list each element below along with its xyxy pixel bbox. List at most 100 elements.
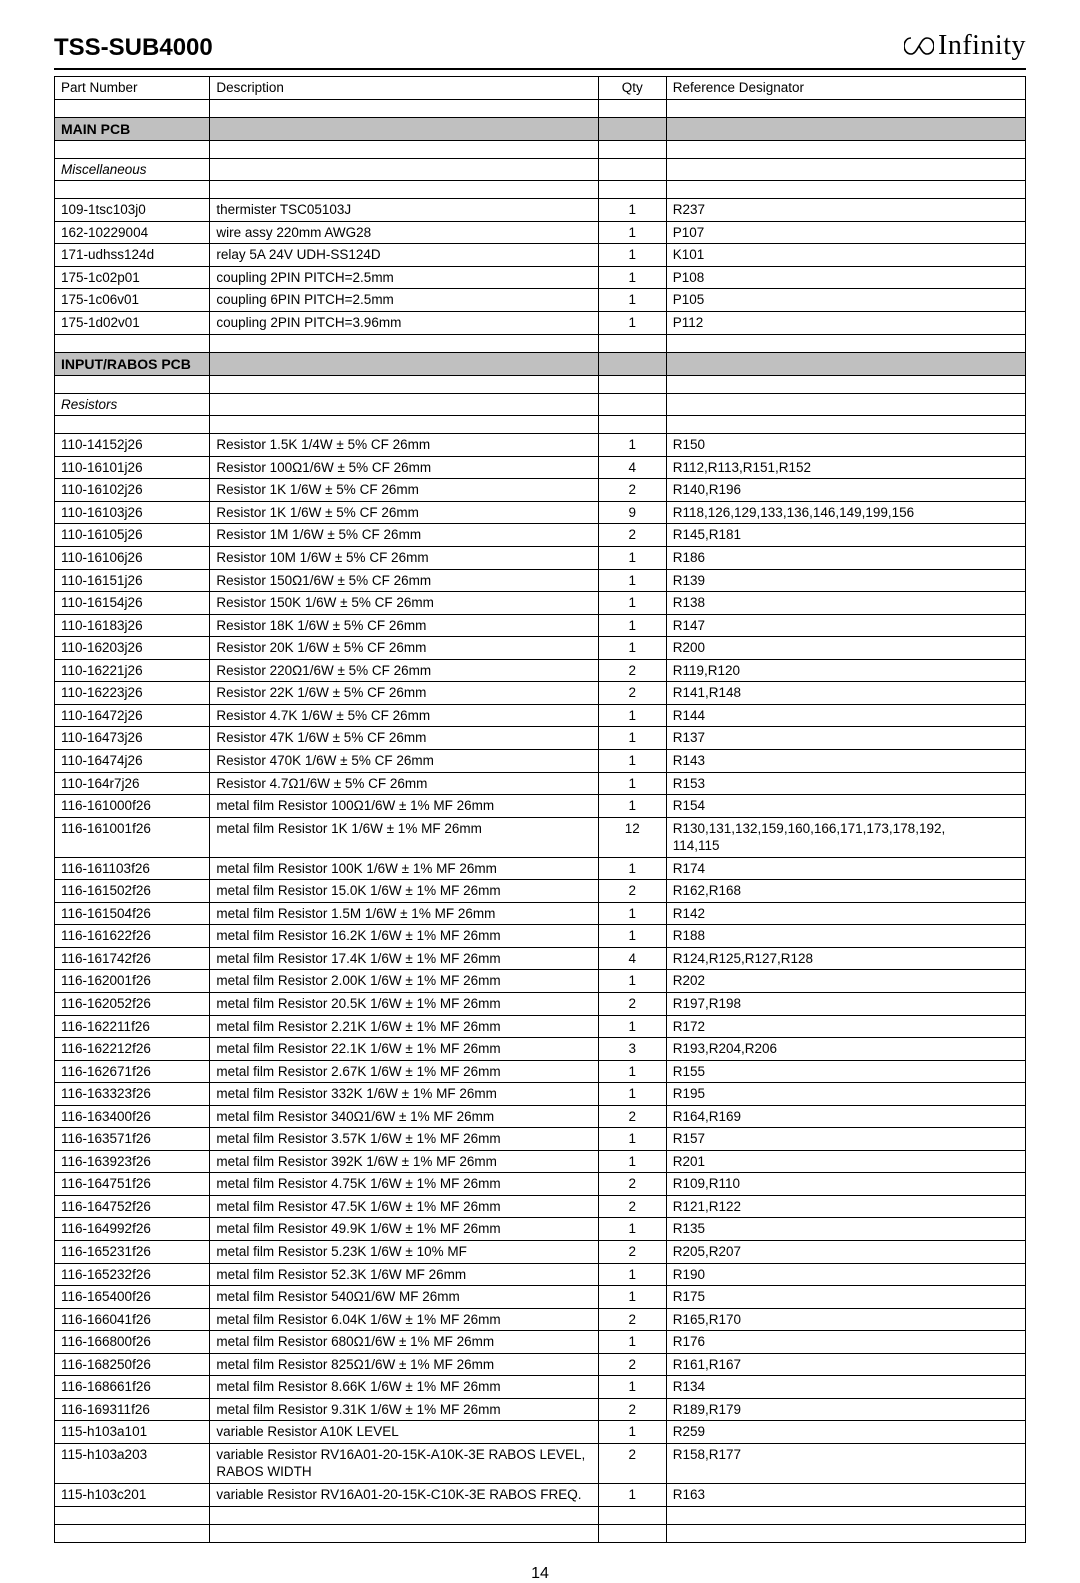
qty-cell: 2 xyxy=(598,1173,666,1196)
empty-cell xyxy=(210,334,598,352)
description-cell: metal film Resistor 49.9K 1/6W ± 1% MF 2… xyxy=(210,1218,598,1241)
empty-cell xyxy=(55,181,210,199)
reference-cell: R134 xyxy=(666,1376,1025,1399)
description-cell: thermister TSC05103J xyxy=(210,199,598,222)
qty-cell: 1 xyxy=(598,1128,666,1151)
table-row: 110-16151j26Resistor 150Ω1/6W ± 5% CF 26… xyxy=(55,569,1026,592)
reference-cell: R109,R110 xyxy=(666,1173,1025,1196)
part-number-cell: 116-165231f26 xyxy=(55,1240,210,1263)
table-row: 116-162211f26metal film Resistor 2.21K 1… xyxy=(55,1015,1026,1038)
reference-cell: R205,R207 xyxy=(666,1240,1025,1263)
description-cell: metal film Resistor 5.23K 1/6W ± 10% MF xyxy=(210,1240,598,1263)
empty-cell xyxy=(210,375,598,393)
part-number-cell: 116-161502f26 xyxy=(55,880,210,903)
qty-cell: 1 xyxy=(598,1484,666,1507)
description-cell: metal film Resistor 100K 1/6W ± 1% MF 26… xyxy=(210,857,598,880)
description-cell: metal film Resistor 2.67K 1/6W ± 1% MF 2… xyxy=(210,1060,598,1083)
qty-cell: 2 xyxy=(598,659,666,682)
description-cell: Resistor 20K 1/6W ± 5% CF 26mm xyxy=(210,637,598,660)
reference-cell: R138 xyxy=(666,592,1025,615)
table-row: 116-164992f26metal film Resistor 49.9K 1… xyxy=(55,1218,1026,1241)
reference-cell: R189,R179 xyxy=(666,1398,1025,1421)
description-cell: metal film Resistor 825Ω1/6W ± 1% MF 26m… xyxy=(210,1353,598,1376)
reference-cell: R158,R177 xyxy=(666,1443,1025,1483)
section-label: MAIN PCB xyxy=(55,117,210,140)
description-cell: metal film Resistor 340Ω1/6W ± 1% MF 26m… xyxy=(210,1105,598,1128)
table-row: 110-16221j26Resistor 220Ω1/6W ± 5% CF 26… xyxy=(55,659,1026,682)
parts-table: Part Number Description Qty Reference De… xyxy=(54,76,1026,1543)
part-number-cell: 110-16473j26 xyxy=(55,727,210,750)
description-cell: coupling 2PIN PITCH=3.96mm xyxy=(210,312,598,335)
reference-cell: R188 xyxy=(666,925,1025,948)
qty-cell: 2 xyxy=(598,992,666,1015)
part-number-cell: 110-16105j26 xyxy=(55,524,210,547)
col-description: Description xyxy=(210,77,598,100)
table-row: 162-10229004wire assy 220mm AWG281P107 xyxy=(55,221,1026,244)
part-number-cell: 115-h103a203 xyxy=(55,1443,210,1483)
reference-cell: R143 xyxy=(666,749,1025,772)
reference-cell: P105 xyxy=(666,289,1025,312)
table-row: 116-165232f26metal film Resistor 52.3K 1… xyxy=(55,1263,1026,1286)
reference-cell: R140,R196 xyxy=(666,479,1025,502)
empty-cell xyxy=(666,375,1025,393)
reference-cell: R161,R167 xyxy=(666,1353,1025,1376)
reference-cell: R190 xyxy=(666,1263,1025,1286)
part-number-cell: 110-16223j26 xyxy=(55,682,210,705)
qty-cell: 2 xyxy=(598,1398,666,1421)
description-cell: Resistor 100Ω1/6W ± 5% CF 26mm xyxy=(210,456,598,479)
reference-cell: R202 xyxy=(666,970,1025,993)
part-number-cell: 116-161103f26 xyxy=(55,857,210,880)
table-row xyxy=(55,1506,1026,1524)
description-cell: relay 5A 24V UDH-SS124D xyxy=(210,244,598,267)
description-cell: coupling 2PIN PITCH=2.5mm xyxy=(210,266,598,289)
brand-logo: Infinity xyxy=(904,30,1026,62)
table-row: 115-h103c201variable Resistor RV16A01-20… xyxy=(55,1484,1026,1507)
qty-cell: 1 xyxy=(598,1331,666,1354)
description-cell: metal film Resistor 8.66K 1/6W ± 1% MF 2… xyxy=(210,1376,598,1399)
col-reference: Reference Designator xyxy=(666,77,1025,100)
description-cell: metal film Resistor 47.5K 1/6W ± 1% MF 2… xyxy=(210,1195,598,1218)
infinity-icon xyxy=(904,35,934,57)
table-row xyxy=(55,1524,1026,1542)
qty-cell: 3 xyxy=(598,1038,666,1061)
part-number-cell: 116-161000f26 xyxy=(55,795,210,818)
description-cell: metal film Resistor 52.3K 1/6W MF 26mm xyxy=(210,1263,598,1286)
qty-cell: 1 xyxy=(598,289,666,312)
reference-cell: P112 xyxy=(666,312,1025,335)
qty-cell: 1 xyxy=(598,727,666,750)
description-cell: Resistor 1K 1/6W ± 5% CF 26mm xyxy=(210,479,598,502)
qty-cell: 1 xyxy=(598,434,666,457)
part-number-cell: 110-16203j26 xyxy=(55,637,210,660)
reference-cell: R157 xyxy=(666,1128,1025,1151)
table-row: 110-16223j26Resistor 22K 1/6W ± 5% CF 26… xyxy=(55,682,1026,705)
page: TSS-SUB4000 Infinity Part Number Descrip… xyxy=(0,0,1080,1397)
empty-cell xyxy=(666,416,1025,434)
description-cell: Resistor 18K 1/6W ± 5% CF 26mm xyxy=(210,614,598,637)
table-row: 110-16472j26Resistor 4.7K 1/6W ± 5% CF 2… xyxy=(55,704,1026,727)
part-number-cell: 110-16474j26 xyxy=(55,749,210,772)
section-cell xyxy=(598,117,666,140)
empty-cell xyxy=(666,1506,1025,1524)
table-row: 110-16105j26Resistor 1M 1/6W ± 5% CF 26m… xyxy=(55,524,1026,547)
table-row: 116-165231f26metal film Resistor 5.23K 1… xyxy=(55,1240,1026,1263)
description-cell: metal film Resistor 392K 1/6W ± 1% MF 26… xyxy=(210,1150,598,1173)
table-row xyxy=(55,375,1026,393)
table-row: INPUT/RABOS PCB xyxy=(55,352,1026,375)
table-row xyxy=(55,416,1026,434)
section-label: INPUT/RABOS PCB xyxy=(55,352,210,375)
table-row: 109-1tsc103j0thermister TSC05103J1R237 xyxy=(55,199,1026,222)
empty-cell xyxy=(210,1524,598,1542)
table-row: 116-164752f26metal film Resistor 47.5K 1… xyxy=(55,1195,1026,1218)
description-cell: Resistor 1M 1/6W ± 5% CF 26mm xyxy=(210,524,598,547)
part-number-cell: 116-165400f26 xyxy=(55,1286,210,1309)
table-header-row: Part Number Description Qty Reference De… xyxy=(55,77,1026,100)
reference-cell: R172 xyxy=(666,1015,1025,1038)
reference-cell: R142 xyxy=(666,902,1025,925)
qty-cell: 2 xyxy=(598,1443,666,1483)
qty-cell: 1 xyxy=(598,1218,666,1241)
qty-cell: 1 xyxy=(598,970,666,993)
empty-cell xyxy=(55,140,210,158)
part-number-cell: 110-16101j26 xyxy=(55,456,210,479)
empty-cell xyxy=(666,99,1025,117)
table-row: 116-162671f26metal film Resistor 2.67K 1… xyxy=(55,1060,1026,1083)
